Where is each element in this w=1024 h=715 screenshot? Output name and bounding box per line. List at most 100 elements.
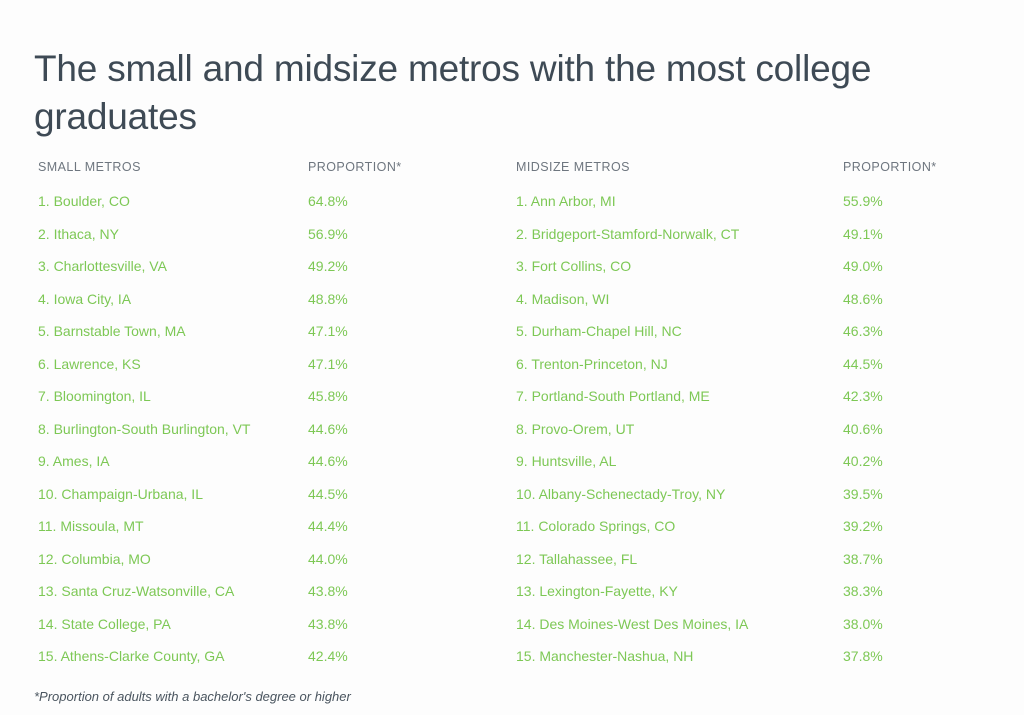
table-row: 8. Provo-Orem, UT 40.6% — [516, 419, 986, 452]
metro-proportion: 47.1% — [308, 355, 348, 372]
metro-proportion: 49.1% — [843, 225, 883, 242]
metro-name: 1. Boulder, CO — [38, 193, 130, 209]
metro-proportion: 39.2% — [843, 518, 883, 534]
metro-name: 3. Fort Collins, CO — [516, 258, 632, 274]
midsize-metros-name-header: MIDSIZE METROS — [516, 160, 630, 174]
table-row: 4. Madison, WI 48.6% — [516, 289, 986, 322]
midsize-metros-rows: 1. Ann Arbor, MI 55.9% 2. Bridgeport-Stamf… — [516, 191, 986, 679]
metro-proportion: 44.5% — [308, 485, 348, 502]
metro-name: 3. Charlottesville, VA — [38, 258, 167, 274]
table-row: 14. Des Moines-West Des Moines, IA 38.0% — [516, 614, 986, 647]
table-row: 8. Burlington-South Burlington, VT 44.6% — [38, 419, 498, 452]
metro-name: 8. Burlington-South Burlington, VT — [38, 420, 251, 437]
metro-proportion: 44.6% — [308, 453, 348, 469]
small-metros-name-header: SMALL METROS — [38, 160, 141, 174]
table-row: 9. Huntsville, AL 40.2% — [516, 451, 986, 484]
metro-name: 7. Bloomington, IL — [38, 388, 151, 404]
metro-name: 7. Portland-South Portland, ME — [516, 388, 710, 404]
table-row: 10. Albany-Schenectady-Troy, NY 39.5% — [516, 484, 986, 517]
table-row: 6. Trenton-Princeton, NJ 44.5% — [516, 354, 986, 387]
metro-name: 6. Lawrence, KS — [38, 355, 141, 372]
table-row: 7. Bloomington, IL 45.8% — [38, 386, 498, 419]
table-row: 11. Missoula, MT 44.4% — [38, 516, 498, 549]
table-row: 1. Ann Arbor, MI 55.9% — [516, 191, 986, 224]
footnote: *Proportion of adults with a bachelor's … — [34, 689, 351, 704]
small-metros-proportion-header: PROPORTION* — [308, 160, 402, 174]
metro-name: 10. Albany-Schenectady-Troy, NY — [516, 485, 726, 502]
table-row: 3. Charlottesville, VA 49.2% — [38, 256, 498, 289]
metro-proportion: 56.9% — [308, 225, 348, 242]
table-row: 12. Tallahassee, FL 38.7% — [516, 549, 986, 582]
table-row: 5. Barnstable Town, MA 47.1% — [38, 321, 498, 354]
metro-proportion: 46.3% — [843, 323, 883, 339]
metro-name: 14. Des Moines-West Des Moines, IA — [516, 615, 749, 632]
table-row: 2. Bridgeport-Stamford-Norwalk, CT 49.1% — [516, 224, 986, 257]
metro-name: 2. Bridgeport-Stamford-Norwalk, CT — [516, 225, 740, 242]
small-metros-header-row: SMALL METROS PROPORTION* — [38, 158, 498, 188]
metro-name: 9. Huntsville, AL — [516, 453, 617, 469]
metro-name: 8. Provo-Orem, UT — [516, 420, 635, 437]
metro-name: 2. Ithaca, NY — [38, 225, 119, 242]
metro-name: 5. Durham-Chapel Hill, NC — [516, 323, 682, 339]
small-metros-rows: 1. Boulder, CO 64.8% 2. Ithaca, NY 56.9% 3. … — [38, 191, 498, 679]
metro-proportion: 44.4% — [308, 518, 348, 534]
metro-proportion: 44.5% — [843, 355, 883, 372]
metro-name: 5. Barnstable Town, MA — [38, 323, 186, 339]
metro-name: 4. Madison, WI — [516, 290, 610, 307]
table-row: 7. Portland-South Portland, ME 42.3% — [516, 386, 986, 419]
table-row: 15. Manchester-Nashua, NH 37.8% — [516, 646, 986, 679]
table-row: 4. Iowa City, IA 48.8% — [38, 289, 498, 322]
metro-name: 9. Ames, IA — [38, 453, 110, 469]
metro-name: 15. Manchester-Nashua, NH — [516, 648, 694, 664]
small-metros-column: SMALL METROS PROPORTION* 1. Boulder, CO 6… — [38, 158, 498, 679]
table-row: 14. State College, PA 43.8% — [38, 614, 498, 647]
metro-proportion: 49.2% — [308, 258, 348, 274]
metro-proportion: 48.8% — [308, 290, 348, 307]
metro-name: 6. Trenton-Princeton, NJ — [516, 355, 668, 372]
metro-proportion: 38.3% — [843, 583, 883, 599]
metro-name: 4. Iowa City, IA — [38, 290, 132, 307]
metro-proportion: 49.0% — [843, 258, 883, 274]
metro-proportion: 38.0% — [843, 615, 883, 632]
metro-proportion: 42.3% — [843, 388, 883, 404]
table-row: 3. Fort Collins, CO 49.0% — [516, 256, 986, 289]
table-row: 1. Boulder, CO 64.8% — [38, 191, 498, 224]
metro-name: 1. Ann Arbor, MI — [516, 193, 616, 209]
metro-proportion: 55.9% — [843, 193, 883, 209]
metro-proportion: 43.8% — [308, 583, 348, 599]
metro-proportion: 44.0% — [308, 550, 348, 567]
midsize-metros-column: MIDSIZE METROS PROPORTION* 1. Ann Arbor,… — [516, 158, 986, 679]
midsize-metros-proportion-header: PROPORTION* — [843, 160, 937, 174]
metro-name: 13. Santa Cruz-Watsonville, CA — [38, 583, 235, 599]
metro-name: 14. State College, PA — [38, 615, 171, 632]
metro-proportion: 43.8% — [308, 615, 348, 632]
metro-proportion: 42.4% — [308, 648, 348, 664]
metro-proportion: 38.7% — [843, 550, 883, 567]
metro-name: 11. Missoula, MT — [38, 518, 144, 534]
table-row: 13. Lexington-Fayette, KY 38.3% — [516, 581, 986, 614]
table-row: 6. Lawrence, KS 47.1% — [38, 354, 498, 387]
table-row: 9. Ames, IA 44.6% — [38, 451, 498, 484]
table-row: 2. Ithaca, NY 56.9% — [38, 224, 498, 257]
table-row: 10. Champaign-Urbana, IL 44.5% — [38, 484, 498, 517]
page-title: The small and midsize metros with the mo… — [34, 47, 872, 137]
metro-proportion: 40.2% — [843, 453, 883, 469]
metro-proportion: 40.6% — [843, 420, 883, 437]
metro-proportion: 45.8% — [308, 388, 348, 404]
metro-name: 10. Champaign-Urbana, IL — [38, 485, 203, 502]
metro-proportion: 44.6% — [308, 420, 348, 437]
metro-name: 13. Lexington-Fayette, KY — [516, 583, 678, 599]
metro-name: 12. Tallahassee, FL — [516, 550, 638, 567]
metro-name: 11. Colorado Springs, CO — [516, 518, 676, 534]
metro-name: 15. Athens-Clarke County, GA — [38, 648, 225, 664]
table-row: 5. Durham-Chapel Hill, NC 46.3% — [516, 321, 986, 354]
table-row: 11. Colorado Springs, CO 39.2% — [516, 516, 986, 549]
table-row: 15. Athens-Clarke County, GA 42.4% — [38, 646, 498, 679]
metro-proportion: 64.8% — [308, 193, 348, 209]
metro-proportion: 47.1% — [308, 323, 348, 339]
metro-proportion: 39.5% — [843, 485, 883, 502]
metro-name: 12. Columbia, MO — [38, 550, 151, 567]
table-row: 13. Santa Cruz-Watsonville, CA 43.8% — [38, 581, 498, 614]
table-row: 12. Columbia, MO 44.0% — [38, 549, 498, 582]
